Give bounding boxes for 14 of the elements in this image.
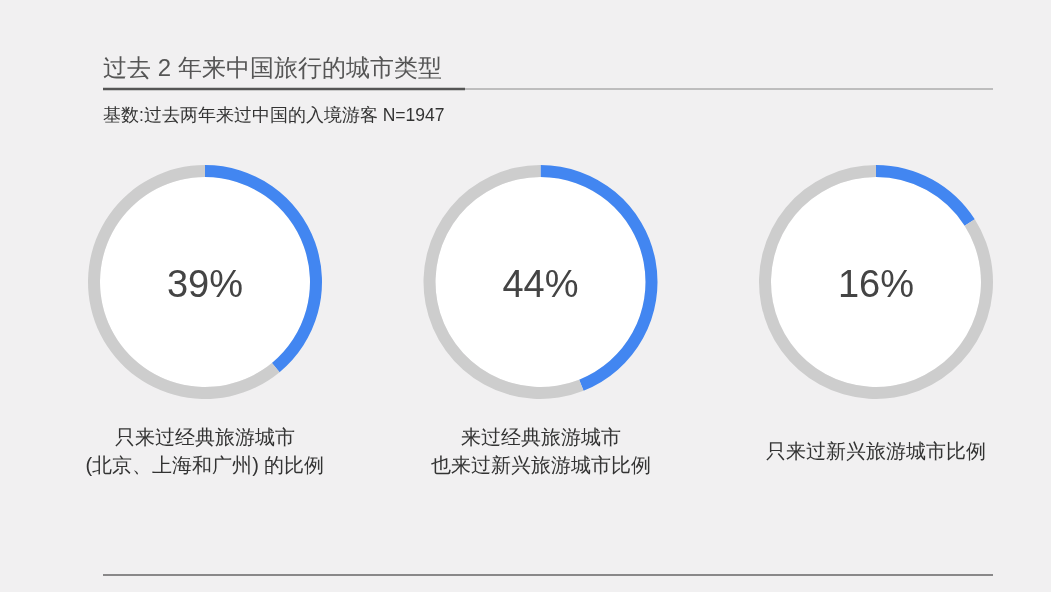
text: 只来过经典旅游城市 (115, 426, 295, 448)
donut-slice (88, 165, 280, 399)
text: 16% (837, 263, 915, 305)
text: 39% (166, 263, 244, 305)
chart-title: 过去 2 年来中国旅行的城市类型 (103, 53, 442, 81)
donut-slice (759, 165, 993, 399)
donut-slice (423, 165, 584, 399)
donut-slice (876, 165, 975, 226)
text: 也来过新兴旅游城市比例 (430, 454, 651, 476)
chart-subtitle: 基数:过去两年来过中国的入境游客 N=1947 (103, 105, 445, 125)
text: (北京、上海和广州) 的比例 (85, 454, 325, 476)
text: 44% (502, 263, 579, 305)
text: 来过经典旅游城市 (460, 426, 621, 448)
text: 只来过新兴旅游城市比例 (766, 440, 986, 462)
